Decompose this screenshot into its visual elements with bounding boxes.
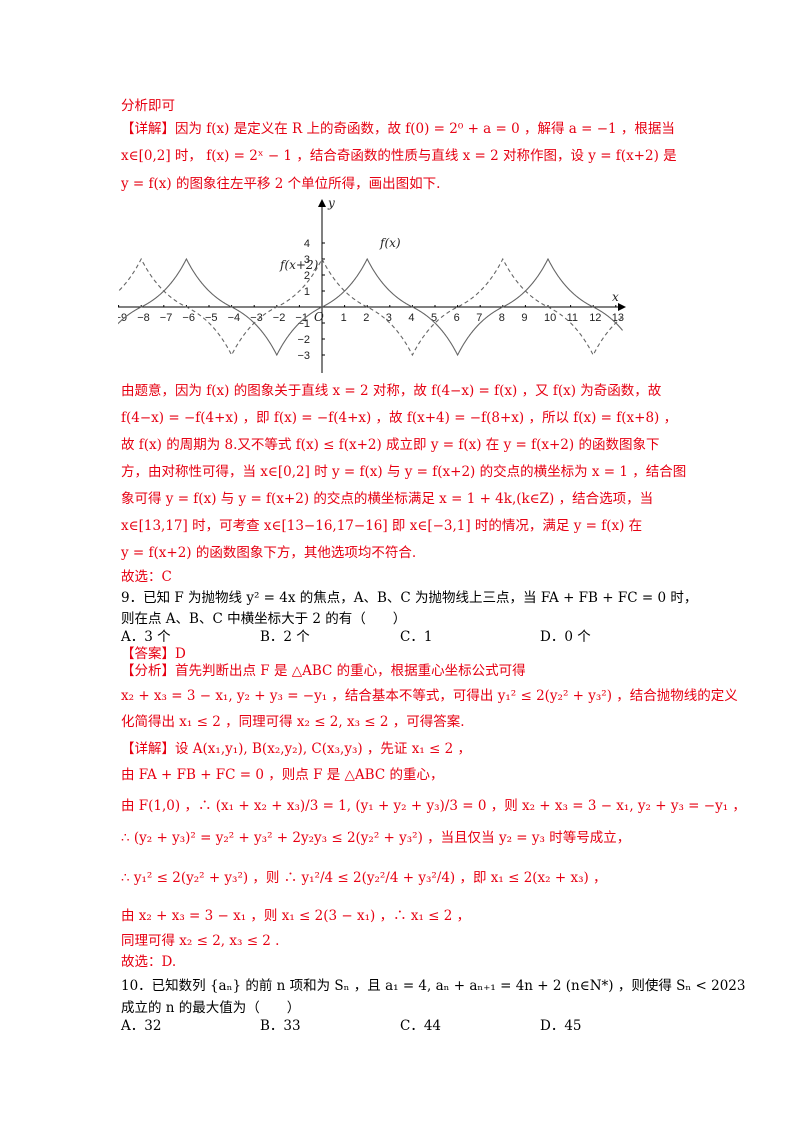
x-tick-label: 1 xyxy=(341,312,347,324)
q9-detail-1: 【详解】设 A(x₁,y₁), B(x₂,y₂), C(x₃,y₃) ，先证 x… xyxy=(121,741,472,757)
q10-option-c: C．44 xyxy=(400,1018,442,1034)
x-tick-label: 2 xyxy=(363,312,369,324)
q10-option-d: D．45 xyxy=(540,1018,582,1034)
x-tick-label: 4 xyxy=(408,312,414,324)
y-tick-label: 2 xyxy=(304,270,310,282)
y-axis-arrow xyxy=(318,199,326,207)
q9-stem-2: 则在点 A、B、C 中横坐标大于 2 的有（ ） xyxy=(121,611,407,627)
detail-line-10: y = f(x+2) 的函数图象下方，其他选项均不符合. xyxy=(121,545,417,561)
detail-line-7: 方，由对称性可得，当 x∈[0,2] 时 y = f(x) 与 y = f(x+… xyxy=(121,464,687,480)
q9-analysis-1: 【分析】首先判断出点 F 是 △ABC 的重心，根据重心坐标公式可得 xyxy=(121,663,526,679)
q9-stem-1: 9．已知 F 为抛物线 y² = 4x 的焦点，A、B、C 为抛物线上三点，当 … xyxy=(121,590,698,606)
detail-line-8: 象可得 y = f(x) 与 y = f(x+2) 的交点的横坐标满足 x = … xyxy=(121,491,654,507)
detail-line-6: 故 f(x) 的周期为 8.又不等式 f(x) ≤ f(x+2) 成立即 y =… xyxy=(121,437,660,453)
label-f-shifted: f(x+2) xyxy=(279,258,319,272)
q10-stem-2: 成立的 n 的最大值为（ ） xyxy=(121,1000,301,1016)
x-tick-label: 7 xyxy=(476,312,482,324)
y-tick-label: −3 xyxy=(297,350,310,362)
x-tick-label: 3 xyxy=(386,312,392,324)
q9-detail-4: ∴ (y₂ + y₃)² = y₂² + y₃² + 2y₂y₃ ≤ 2(y₂²… xyxy=(121,830,631,846)
x-tick-label: −3 xyxy=(250,312,263,324)
q9-choice: 故选：D. xyxy=(121,954,177,970)
q9-analysis-2: x₂ + x₃ = 3 − x₁, y₂ + y₃ = −y₁ ，结合基本不等式… xyxy=(121,688,738,704)
detail-line-3: y = f(x) 的图象往左平移 2 个单位所得，画出图如下. xyxy=(121,176,441,192)
y-tick-label: −2 xyxy=(297,334,310,346)
curve-f-shifted xyxy=(118,257,623,357)
x-tick-label: −6 xyxy=(182,312,195,324)
x-tick-label: 6 xyxy=(454,312,460,324)
q9-detail-6: 由 x₂ + x₃ = 3 − x₁ ，则 x₁ ≤ 2(3 − x₁) ，∴ … xyxy=(121,908,471,924)
x-tick-label: 13 xyxy=(612,312,624,324)
x-tick-label: 9 xyxy=(521,312,527,324)
q9-detail-3: 由 F(1,0) ，∴ (x₁ + x₂ + x₃)/3 = 1, (y₁ + … xyxy=(121,798,746,814)
y-tick-label: −1 xyxy=(297,318,310,330)
origin-label: O xyxy=(314,310,324,324)
graph-axes: x y O xyxy=(118,196,626,373)
x-tick-label: −4 xyxy=(228,312,241,324)
q10-option-a: A．32 xyxy=(121,1018,162,1034)
q9-option-d: D．0 个 xyxy=(540,629,591,645)
detail-line-5: f(4−x) = −f(4+x) ，即 f(x) = −f(4+x) ，故 f(… xyxy=(121,410,678,426)
q10-option-b: B．33 xyxy=(260,1018,301,1034)
function-graph: x y O −9−8−7−6−5−4−3−2−11234567891011121… xyxy=(118,196,626,373)
detail-line-1: 【详解】因为 f(x) 是定义在 R 上的奇函数，故 f(0) = 2⁰ + a… xyxy=(121,121,675,137)
detail-line-9: x∈[13,17] 时，可考查 x∈[13−16,17−16] 即 x∈[−3,… xyxy=(121,518,643,534)
x-axis-arrow xyxy=(618,303,626,311)
x-tick-label: 12 xyxy=(589,312,601,324)
x-tick-label: −8 xyxy=(137,312,150,324)
choice-line-8: 故选：C xyxy=(121,569,172,585)
x-tick-label: −7 xyxy=(160,312,173,324)
q10-stem-1: 10．已知数列 {aₙ} 的前 n 项和为 Sₙ ，且 a₁ = 4, aₙ +… xyxy=(121,978,746,994)
q9-detail-2: 由 FA + FB + FC = 0 ，则点 F 是 △ABC 的重心， xyxy=(121,767,444,783)
x-tick-label: 8 xyxy=(499,312,505,324)
q9-option-a: A．3 个 xyxy=(121,629,171,645)
y-tick-label: 4 xyxy=(304,238,310,250)
detail-line-4: 由题意，因为 f(x) 的图象关于直线 x = 2 对称，故 f(4−x) = … xyxy=(121,383,662,399)
q9-answer: 【答案】D xyxy=(121,646,186,662)
y-axis-label: y xyxy=(327,196,335,210)
q9-analysis-3: 化简得出 x₁ ≤ 2 ，同理可得 x₂ ≤ 2, x₃ ≤ 2 ，可得答案. xyxy=(121,714,465,730)
x-tick-label: −9 xyxy=(118,312,127,324)
x-tick-label: −5 xyxy=(205,312,218,324)
x-tick-label: 11 xyxy=(567,312,578,324)
x-tick-label: 10 xyxy=(544,312,556,324)
detail-line-2: x∈[0,2] 时， f(x) = 2ˣ − 1 ，结合奇函数的性质与直线 x … xyxy=(121,148,677,164)
q9-option-c: C．1 xyxy=(400,629,433,645)
analysis-tail: 分析即可 xyxy=(121,98,175,114)
label-f: f(x) xyxy=(379,236,401,250)
x-tick-label: −2 xyxy=(273,312,286,324)
y-tick-label: 1 xyxy=(304,286,310,298)
q9-detail-5: ∴ y₁² ≤ 2(y₂² + y₃²) ，则 ∴ y₁²/4 ≤ 2(y₂²/… xyxy=(121,870,607,886)
curve-f xyxy=(118,257,623,357)
q9-option-b: B．2 个 xyxy=(260,629,310,645)
x-tick-label: −1 xyxy=(295,312,308,324)
y-tick-label: 3 xyxy=(304,254,310,266)
y-tick-labels: 4 3 2 1 −1 −2 −3 xyxy=(297,238,325,362)
q9-detail-7: 同理可得 x₂ ≤ 2, x₃ ≤ 2 . xyxy=(121,933,280,949)
x-axis-label: x xyxy=(612,290,619,304)
x-tick-label: 5 xyxy=(431,312,437,324)
